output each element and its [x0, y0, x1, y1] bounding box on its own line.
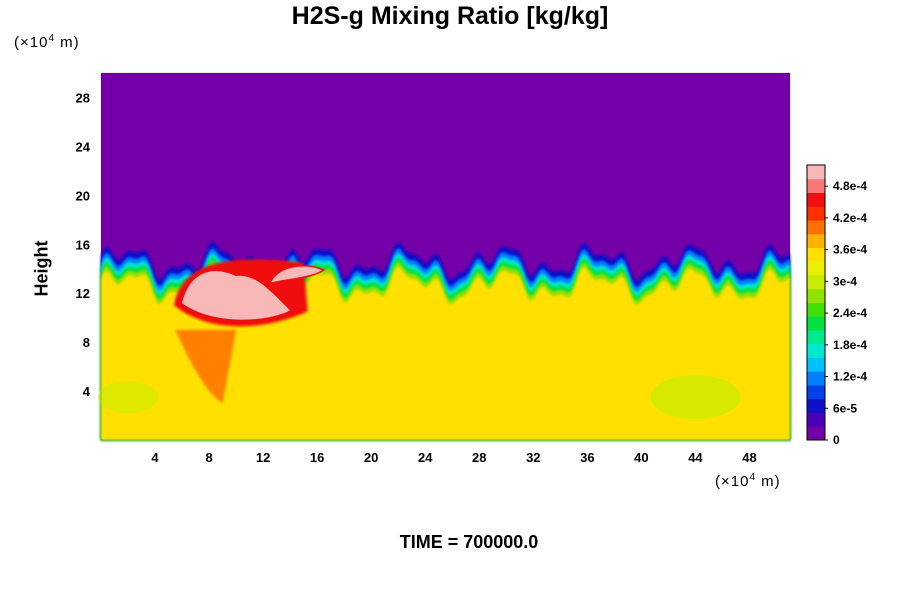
colorbar-segment: [807, 412, 825, 427]
colorbar-segment: [807, 385, 825, 400]
y-tick-label: 24: [76, 139, 91, 154]
x-tick-label: 16: [310, 450, 324, 465]
y-tick-label: 20: [76, 188, 90, 203]
colorbar-label: 3.6e-4: [833, 243, 867, 257]
x-tick-label: 44: [688, 450, 703, 465]
x-tick-label: 32: [526, 450, 540, 465]
y-tick-label: 12: [76, 286, 90, 301]
colorbar-segment: [807, 192, 825, 207]
colorbar-segment: [807, 426, 825, 441]
x-tick-label: 48: [742, 450, 756, 465]
y-tick-label: 16: [76, 237, 90, 252]
y-tick-label: 28: [76, 90, 90, 105]
plume-tail: [175, 329, 237, 404]
colorbar: 0 6e-5 1.2e-4 1.8e-4 2.4e-4 3e-4 3.6e-4 4.2e-4 4…: [806, 164, 867, 447]
x-axis: 4 8 12 16 20 24 28 32 36 40 44 48: [151, 450, 756, 465]
colorbar-segment: [807, 220, 825, 235]
colorbar-segment: [807, 371, 825, 386]
colorbar-label: 3e-4: [833, 274, 857, 288]
x-axis-unit: (×104 m): [715, 472, 781, 490]
colorbar-segment: [807, 233, 825, 248]
x-tick-label: 12: [256, 450, 270, 465]
colorbar-frame: [806, 164, 826, 441]
plume-core: [182, 271, 291, 320]
colorbar-label: 4.2e-4: [833, 211, 867, 225]
colorbar-segment: [807, 261, 825, 276]
colorbar-label: 0: [833, 433, 840, 447]
x-tick-label: 4: [151, 450, 159, 465]
colorbar-segment: [807, 316, 825, 331]
colorbar-label: 4.8e-4: [833, 179, 867, 193]
y-tick-label: 4: [83, 384, 91, 399]
chart-title: H2S-g Mixing Ratio [kg/kg]: [291, 2, 609, 30]
x-tick-label: 24: [418, 450, 433, 465]
plume-lobe: [268, 265, 326, 285]
colorbar-segment: [807, 275, 825, 290]
plot-frame: [100, 72, 791, 441]
colorbar-label: 2.4e-4: [833, 306, 867, 320]
plot-area: [98, 72, 791, 441]
x-tick-label: 8: [205, 450, 212, 465]
x-tick-label: 28: [472, 450, 486, 465]
colorbar-segment: [807, 357, 825, 372]
colorbar-segment: [807, 343, 825, 358]
lower-patch: [98, 381, 159, 414]
lower-patch: [650, 375, 741, 420]
colorbar-segment: [807, 288, 825, 303]
colorbar-segment: [807, 302, 825, 317]
colorbar-segment: [807, 247, 825, 262]
colorbar-segment: [807, 206, 825, 221]
y-tick-label: 8: [83, 335, 90, 350]
time-label: TIME = 700000.0: [399, 532, 539, 552]
y-axis: 4 8 12 16 20 24 28: [76, 90, 91, 399]
colorbar-label: 1.2e-4: [833, 370, 867, 384]
colorbar-segment: [807, 165, 825, 180]
x-tick-label: 40: [634, 450, 648, 465]
x-tick-label: 20: [364, 450, 378, 465]
colorbar-label: 1.8e-4: [833, 338, 867, 352]
x-tick-label: 36: [580, 450, 594, 465]
colorbar-segment: [807, 330, 825, 345]
colorbar-label: 6e-5: [833, 401, 857, 415]
colorbar-segment: [807, 178, 825, 193]
colorbar-segment: [807, 398, 825, 413]
y-axis-unit: (×104 m): [14, 33, 80, 51]
